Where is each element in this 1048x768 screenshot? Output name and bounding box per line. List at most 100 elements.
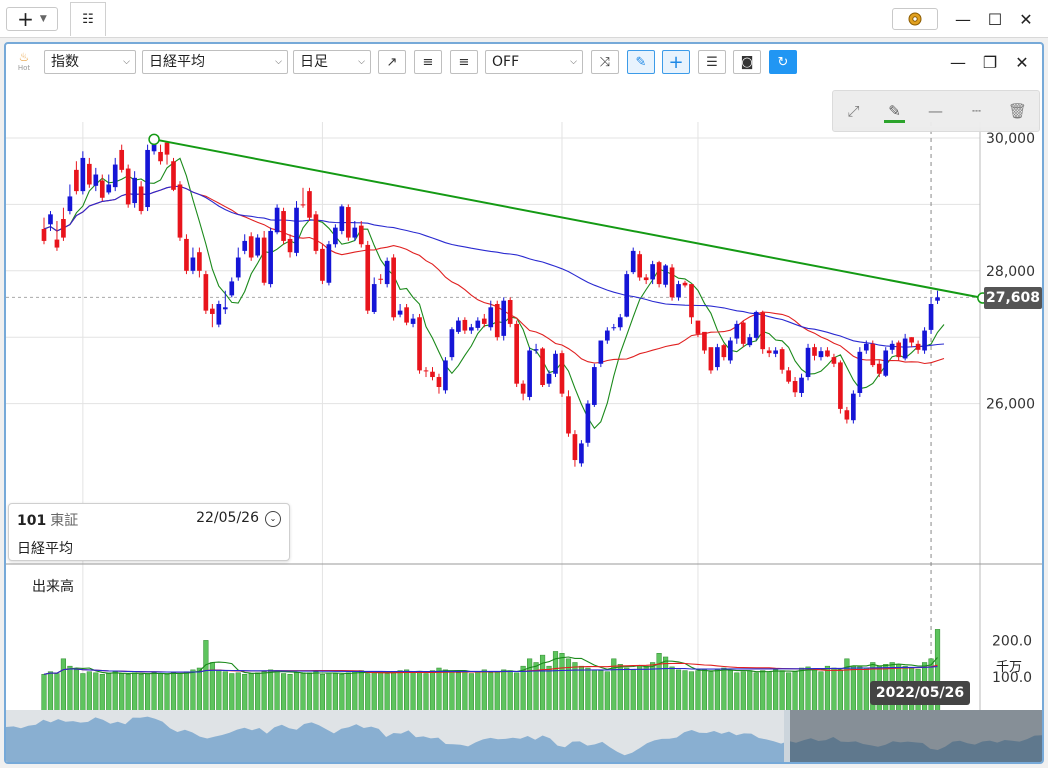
symbol-select[interactable]: 日経平均 ⌵ xyxy=(142,50,288,74)
volume-bar xyxy=(766,671,772,715)
type-select[interactable]: 指数 ⌵ xyxy=(44,50,136,74)
symbol-select-value: 日経平均 xyxy=(149,54,205,70)
candle-body xyxy=(604,330,610,341)
candle-body xyxy=(417,317,422,371)
candle-body xyxy=(514,323,519,384)
screenshot-button[interactable]: ◙ xyxy=(733,50,761,74)
dashed-line-button[interactable]: ┄ xyxy=(956,91,997,131)
candle-body xyxy=(624,274,630,317)
refresh-button[interactable]: ↻ xyxy=(769,50,797,74)
chart-restore-button[interactable]: ❐ xyxy=(978,50,1002,74)
volume-bar xyxy=(86,671,92,715)
candle-body xyxy=(902,338,908,359)
draw-pencil-button[interactable]: ✎ xyxy=(627,50,655,74)
candle-body xyxy=(216,304,222,325)
candle-body xyxy=(294,207,299,253)
trend-tool-button[interactable]: ↗ xyxy=(378,50,406,74)
list-button[interactable]: ☷ xyxy=(70,2,106,36)
volume-bar xyxy=(630,669,636,715)
candle-body xyxy=(702,331,707,351)
volume-bar xyxy=(552,651,559,715)
crosshair-icon: + xyxy=(668,51,684,73)
volume-bar xyxy=(157,673,164,715)
navigator-handle[interactable] xyxy=(784,710,790,762)
candle-body xyxy=(54,239,60,248)
volume-bar xyxy=(170,672,177,715)
crosshair-button[interactable]: + xyxy=(662,50,690,74)
candle-body xyxy=(410,318,416,324)
volume-bar xyxy=(60,658,67,715)
candle-body xyxy=(274,207,280,233)
pencil-icon: ✎ xyxy=(635,54,647,70)
info-date: 22/05/26 xyxy=(196,510,259,526)
volume-bar xyxy=(222,671,228,715)
volume-bar xyxy=(442,669,449,715)
candle-body xyxy=(766,350,772,354)
line-color-button[interactable]: ✎ xyxy=(874,91,915,131)
candle-body xyxy=(747,337,753,346)
delete-drawing-button[interactable]: 🗑 xyxy=(997,91,1038,131)
align-right-button[interactable]: ≡ xyxy=(450,50,478,74)
volume-bar xyxy=(449,671,455,715)
candle-body xyxy=(889,343,895,350)
candle-body xyxy=(851,393,856,421)
range-navigator[interactable] xyxy=(6,710,1042,762)
volume-bar xyxy=(811,669,818,715)
chart-close-button[interactable]: ✕ xyxy=(1010,50,1034,74)
candle-body xyxy=(456,320,461,332)
maximize-button[interactable]: ☐ xyxy=(983,8,1007,30)
solid-line-button[interactable]: — xyxy=(915,91,956,131)
volume-bar xyxy=(397,670,403,715)
close-button[interactable]: ✕ xyxy=(1014,8,1038,30)
candle-body xyxy=(753,311,759,338)
candle-body xyxy=(689,284,694,318)
volume-bar xyxy=(339,674,345,715)
volume-bar xyxy=(682,670,688,715)
minimize-button[interactable]: — xyxy=(951,8,975,30)
candle-body xyxy=(507,300,513,324)
price-chart[interactable]: 30,00028,00026,000200.0100.021/11/0122/0… xyxy=(6,82,1042,762)
expand-button[interactable]: ⤢ xyxy=(833,91,874,131)
hot-badge[interactable]: ♨ Hot xyxy=(12,50,36,78)
exchange-label: 東証 xyxy=(50,513,79,529)
volume-unit-label: 千万 xyxy=(996,660,1023,675)
candle-body xyxy=(125,168,131,205)
volume-bar xyxy=(287,674,293,715)
candle-body xyxy=(915,343,921,350)
candle-body xyxy=(663,265,668,285)
volume-bar xyxy=(617,664,623,715)
volume-bar xyxy=(669,666,675,715)
sliders-icon: ☰ xyxy=(706,54,718,70)
chart-minimize-button[interactable]: — xyxy=(946,50,970,74)
candle-body xyxy=(339,206,345,231)
symbol-name: 日経平均 xyxy=(17,541,73,557)
indicator-select[interactable]: OFF ⌵ xyxy=(485,50,583,74)
add-button[interactable]: + ▼ xyxy=(6,7,58,31)
volume-bar xyxy=(345,672,351,715)
candle-body xyxy=(501,300,507,336)
candle-body xyxy=(812,347,817,356)
align-left-button[interactable]: ≡ xyxy=(414,50,442,74)
volume-bar xyxy=(352,671,358,715)
candle-body xyxy=(656,262,662,285)
settings-sliders-button[interactable]: ☰ xyxy=(698,50,726,74)
symbol-info-box: 101 東証 22/05/26 ⌄ 日経平均 xyxy=(8,503,290,561)
minimize-icon: — xyxy=(950,52,966,72)
chevron-down-icon[interactable]: ⌄ xyxy=(265,511,281,527)
volume-bar xyxy=(798,667,805,715)
volume-bar xyxy=(410,672,416,715)
candle-body xyxy=(773,350,778,354)
candle-body xyxy=(760,312,766,350)
period-select[interactable]: 日足 ⌵ xyxy=(293,50,371,74)
candle-body xyxy=(669,267,675,298)
volume-bar xyxy=(404,669,410,715)
shuffle-button[interactable]: ⤨ xyxy=(591,50,619,74)
align-right-icon: ≡ xyxy=(458,54,470,70)
candle-body xyxy=(488,307,494,328)
settings-button[interactable] xyxy=(892,8,938,30)
navigator-window[interactable] xyxy=(788,710,1042,762)
candle-body xyxy=(611,327,617,329)
candle-body xyxy=(281,211,286,241)
volume-bar xyxy=(462,670,468,715)
candle-body xyxy=(378,278,384,280)
